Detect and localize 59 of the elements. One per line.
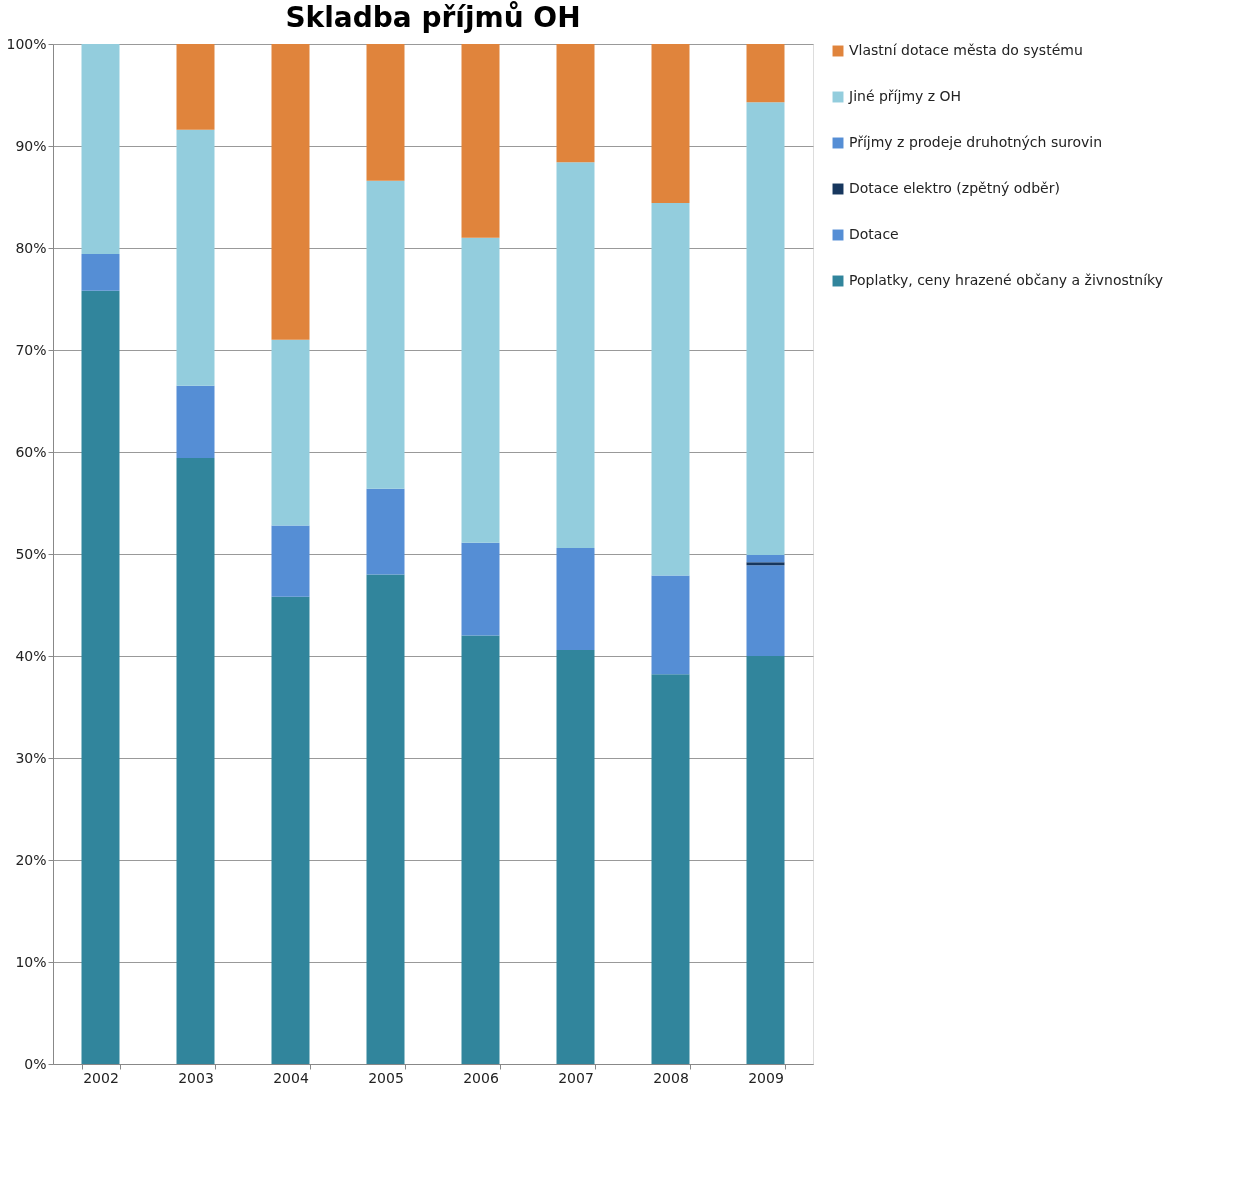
bar [461, 635, 500, 1064]
bar [746, 562, 785, 566]
bar [556, 649, 595, 1064]
y-tick-label: 90% [15, 137, 47, 154]
bar [746, 565, 785, 656]
bar [651, 575, 690, 675]
bar [461, 542, 500, 636]
bar [651, 674, 690, 1064]
legend-label: Jiné příjmy z OH [848, 88, 962, 104]
bar [271, 525, 310, 597]
bar [81, 44, 120, 255]
y-tick-label: 50% [15, 545, 47, 562]
legend-label: Poplatky, ceny hrazené občany a živnostníky [849, 272, 1163, 288]
bar [651, 44, 690, 204]
y-tick-label: 30% [15, 749, 47, 766]
bar [271, 339, 310, 526]
bar [746, 44, 785, 103]
x-tick-label: 2005 [368, 1069, 404, 1086]
x-tick-label: 2008 [653, 1069, 689, 1086]
bar [556, 162, 595, 548]
bar [366, 180, 405, 489]
bar [176, 385, 215, 459]
y-tick-label: 70% [15, 341, 47, 358]
bar [176, 129, 215, 386]
x-tick-label: 2007 [558, 1069, 594, 1086]
y-tick-label: 20% [15, 851, 47, 868]
x-tick-label: 2004 [273, 1069, 309, 1086]
bar [81, 254, 120, 291]
bar [81, 290, 120, 1064]
legend-label: Dotace [849, 226, 899, 242]
bar [271, 596, 310, 1064]
bar [746, 555, 785, 563]
y-tick-label: 100% [6, 35, 47, 52]
bar [556, 44, 595, 163]
y-tick-label: 10% [15, 953, 47, 970]
y-tick-label: 60% [15, 443, 47, 460]
y-tick-label: 0% [24, 1055, 47, 1072]
bar [176, 44, 215, 130]
y-tick-label: 80% [15, 239, 47, 256]
bar [651, 203, 690, 576]
bar [366, 488, 405, 575]
chart-title: Skladba příjmů OH [285, 1, 581, 34]
y-tick-label: 40% [15, 647, 47, 664]
bar [366, 44, 405, 181]
x-tick-label: 2009 [748, 1069, 784, 1086]
bar [461, 44, 500, 238]
bar [271, 44, 310, 340]
bar [176, 458, 215, 1064]
bar [461, 237, 500, 543]
legend-label: Vlastní dotace města do systému [849, 42, 1083, 58]
legend-label: Příjmy z prodeje druhotných surovin [849, 134, 1103, 150]
x-tick-label: 2006 [463, 1069, 499, 1086]
bar [746, 102, 785, 556]
bar [556, 547, 595, 650]
legend-label: Dotace elektro (zpětný odběr) [849, 180, 1060, 196]
bar [746, 656, 785, 1064]
bar [366, 574, 405, 1064]
x-tick-label: 2002 [83, 1069, 119, 1086]
x-tick-label: 2003 [178, 1069, 214, 1086]
